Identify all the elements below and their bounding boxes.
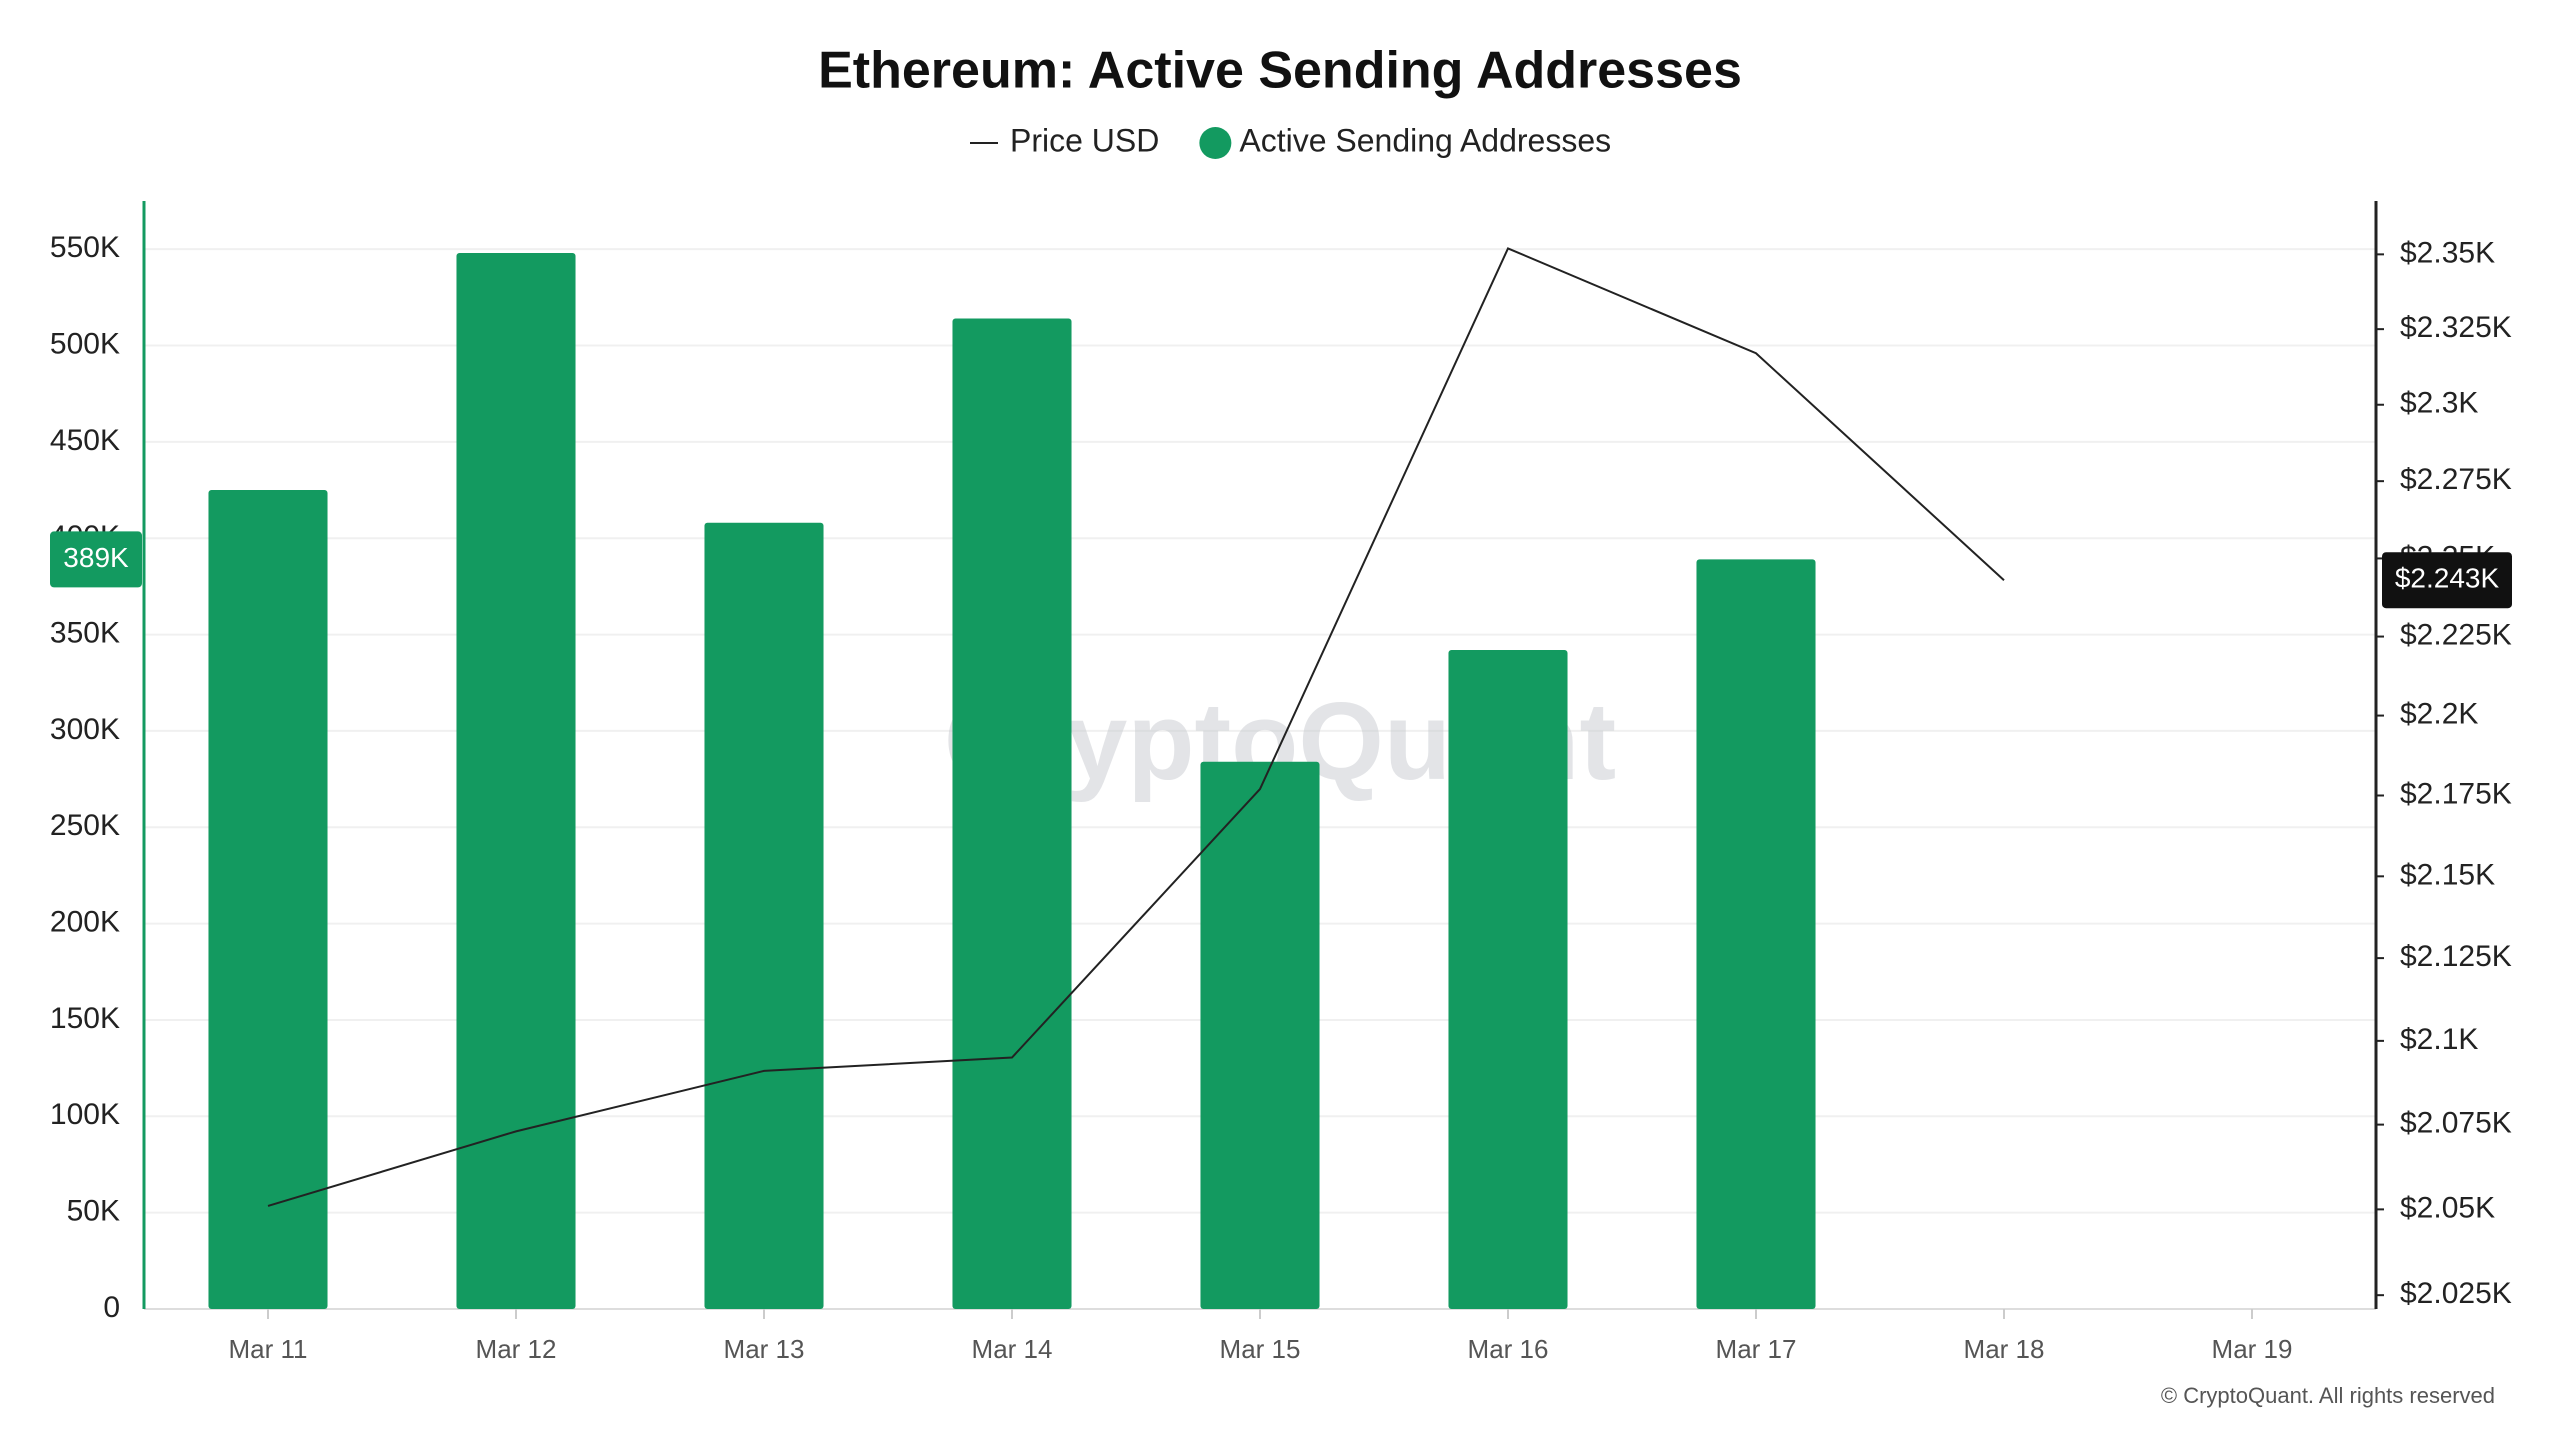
y2-tick-label: $2.275K bbox=[2400, 463, 2512, 496]
x-tick-label: Mar 18 bbox=[1964, 1334, 2045, 1364]
y2-tick-label: $2.075K bbox=[2400, 1107, 2512, 1140]
bar bbox=[1448, 649, 1568, 1309]
y-tick-label: 450K bbox=[50, 424, 120, 457]
bar bbox=[1200, 761, 1320, 1309]
value-badge bbox=[2382, 552, 2512, 609]
x-tick-label: Mar 12 bbox=[476, 1334, 557, 1364]
legend-label: Price USD bbox=[1010, 122, 1159, 158]
y2-tick-label: $2.15K bbox=[2400, 858, 2495, 891]
y2-tick-label: $2.225K bbox=[2400, 618, 2512, 651]
value-label: $2.243K bbox=[2395, 563, 2500, 594]
value-label: 389K bbox=[63, 542, 129, 573]
y-tick-label: 150K bbox=[50, 1002, 120, 1035]
y2-tick-label: $2.1K bbox=[2400, 1023, 2478, 1056]
x-tick-label: Mar 19 bbox=[2212, 1334, 2293, 1364]
y-tick-label: 100K bbox=[50, 1098, 120, 1131]
x-tick-label: Mar 11 bbox=[229, 1334, 308, 1364]
legend-label: Active Sending Addresses bbox=[1239, 122, 1611, 158]
y-tick-label: 300K bbox=[50, 713, 120, 746]
x-tick-label: Mar 15 bbox=[1220, 1334, 1301, 1364]
bar bbox=[1696, 559, 1816, 1309]
x-tick-label: Mar 17 bbox=[1716, 1334, 1797, 1364]
y-tick-label: 250K bbox=[50, 809, 120, 842]
price-line bbox=[267, 247, 2005, 1207]
bar bbox=[952, 318, 1072, 1310]
y-tick-label: 0 bbox=[103, 1291, 120, 1324]
y-tick-label: 50K bbox=[67, 1195, 120, 1228]
copyright: © CryptoQuant. All rights reserved bbox=[2161, 1383, 2495, 1408]
y2-tick-label: $2.325K bbox=[2400, 311, 2512, 344]
y-tick-label: 550K bbox=[50, 231, 120, 264]
y2-tick-label: $2.125K bbox=[2400, 940, 2512, 973]
bar bbox=[704, 522, 824, 1309]
x-tick-label: Mar 14 bbox=[972, 1334, 1053, 1364]
legend-dot bbox=[1199, 127, 1232, 159]
legend: Price USD Active Sending Addresses bbox=[970, 122, 1611, 159]
y2-tick-label: $2.025K bbox=[2400, 1277, 2512, 1310]
y2-tick-label: $2.175K bbox=[2400, 777, 2512, 810]
y-tick-label: 500K bbox=[50, 327, 120, 360]
x-tick-label: Mar 13 bbox=[724, 1334, 805, 1364]
bar bbox=[456, 253, 576, 1309]
y-tick-label: 350K bbox=[50, 616, 120, 649]
y-tick-label: 200K bbox=[50, 906, 120, 939]
bar bbox=[208, 490, 328, 1310]
value-badge bbox=[50, 531, 142, 588]
y2-tick-label: $2.05K bbox=[2400, 1191, 2495, 1224]
y2-tick-label: $2.3K bbox=[2400, 387, 2478, 420]
x-tick-label: Mar 16 bbox=[1468, 1334, 1549, 1364]
chart-title: Ethereum: Active Sending Addresses bbox=[818, 42, 1742, 100]
y2-tick-label: $2.35K bbox=[2400, 236, 2495, 269]
y2-tick-label: $2.2K bbox=[2400, 697, 2478, 730]
